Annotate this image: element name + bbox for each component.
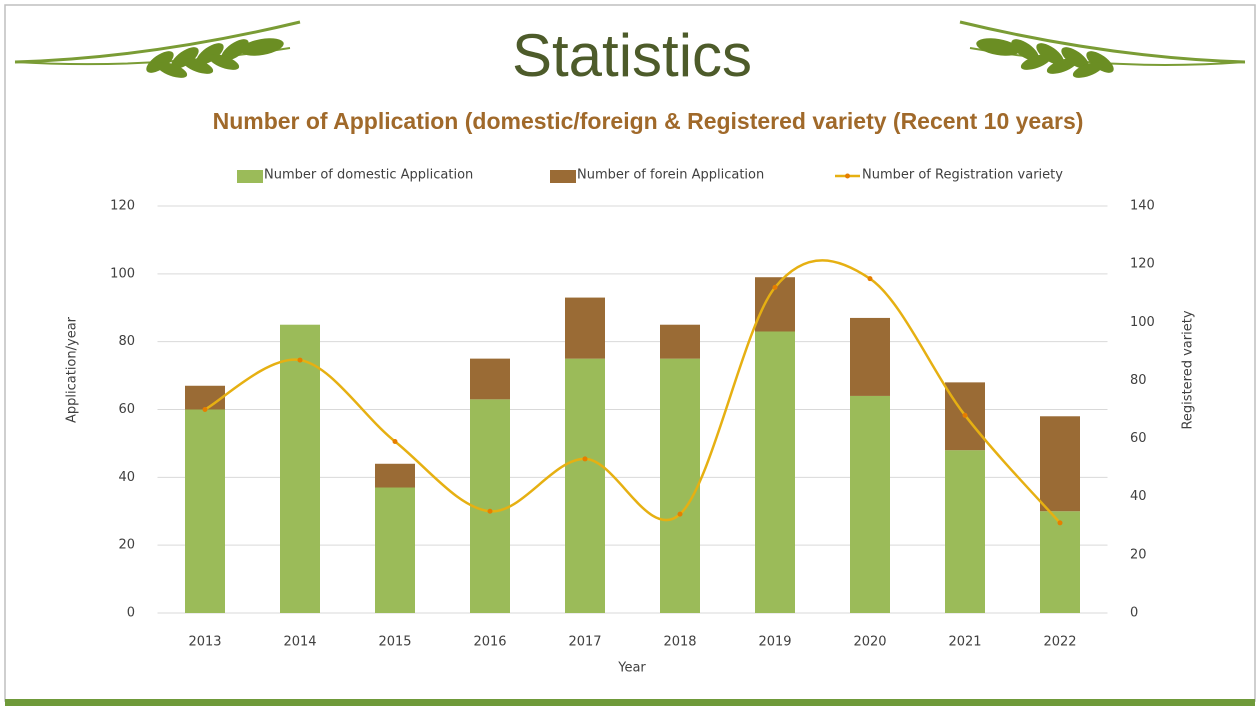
y2-tick-label: 120 [1130,257,1155,272]
bar [470,358,510,400]
bar [1040,511,1080,613]
chart-title: Number of Application (domestic/foreign … [213,108,1084,134]
line [204,259,1061,524]
y-tick-label: 60 [118,402,135,417]
bar [280,324,320,613]
legend-label: Number of forein Application [577,168,764,183]
legend-swatch [550,170,576,183]
y-tick-label: 0 [127,606,135,621]
y2-tick-label: 20 [1130,547,1147,562]
legend-swatch [237,170,263,183]
line-marker [297,357,303,363]
bar [185,409,225,613]
x-tick-label: 2019 [758,635,791,650]
legend-label: Number of domestic Application [264,168,473,183]
line-marker [867,276,873,282]
bar [185,385,225,410]
bar [850,317,890,396]
y2-axis-label: Registered variety [1181,310,1196,429]
bar [660,358,700,613]
line-marker [962,412,968,418]
bar [375,463,415,488]
y-tick-label: 40 [118,470,135,485]
slide-title: Statistics [512,22,752,89]
line-marker [677,511,683,517]
wheat-left [14,20,301,78]
bar [945,450,985,613]
x-tick-label: 2018 [663,635,696,650]
bar [470,399,510,613]
y-tick-label: 120 [110,199,135,214]
y-tick-label: 80 [118,334,135,349]
x-tick-label: 2013 [188,635,221,650]
line-marker [582,456,588,462]
bar [660,324,700,359]
line-marker [202,407,208,412]
line-marker [392,438,398,444]
legend-label: Number of Registration variety [862,168,1063,183]
footer-bar [5,699,1255,706]
bar [375,487,415,613]
x-tick-label: 2017 [568,635,601,650]
y2-tick-label: 0 [1130,606,1138,621]
y2-tick-label: 80 [1130,373,1147,388]
y-tick-label: 20 [118,538,135,553]
legend-swatch [845,173,850,179]
line-marker [487,508,493,514]
x-tick-label: 2015 [378,635,411,650]
x-axis-label: Year [617,661,646,676]
y-axis-label: Application/year [65,316,80,423]
bar [1040,416,1080,512]
y2-tick-label: 140 [1130,199,1155,214]
y2-tick-label: 60 [1130,431,1147,446]
x-tick-label: 2014 [283,635,316,650]
x-tick-label: 2016 [473,635,506,650]
y2-tick-label: 40 [1130,489,1147,504]
y2-tick-label: 100 [1130,315,1155,330]
line-marker [772,284,778,290]
bar [565,297,605,359]
x-tick-label: 2022 [1043,635,1076,650]
wheat-right [959,20,1246,78]
bar [565,358,605,613]
bar [850,395,890,613]
bar [755,331,795,613]
y-tick-label: 100 [110,266,135,281]
x-tick-label: 2020 [853,635,886,650]
line-marker [1057,520,1063,526]
x-tick-label: 2021 [948,635,981,650]
